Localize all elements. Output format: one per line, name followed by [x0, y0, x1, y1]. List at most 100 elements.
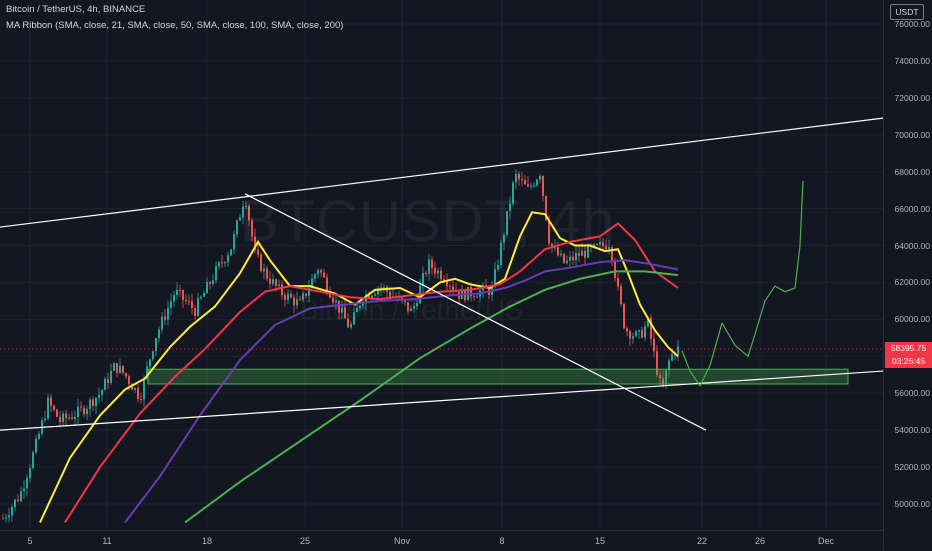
candle-body	[104, 378, 106, 390]
candle-body	[89, 399, 91, 409]
candle-body	[290, 293, 292, 298]
candle-body	[44, 418, 46, 421]
candle-body	[335, 300, 337, 303]
candle-body	[158, 329, 160, 339]
ma21-line	[39, 211, 679, 523]
candle-body	[416, 303, 418, 307]
candle-body	[350, 324, 352, 328]
candle-body	[131, 384, 133, 390]
candle-body	[617, 277, 619, 287]
candle-body	[278, 284, 280, 286]
candle-body	[401, 296, 403, 300]
symbol-title[interactable]: Bitcoin / TetherUS, 4h, BINANCE	[6, 4, 146, 15]
candle-body	[269, 278, 271, 284]
candle-body	[341, 307, 343, 313]
price-tick: 62000.00	[894, 277, 930, 288]
candle-body	[431, 259, 433, 269]
candle-body	[35, 438, 37, 453]
candle-body	[515, 173, 517, 183]
candle-body	[281, 284, 283, 296]
candle-body	[83, 407, 85, 415]
candle-body	[662, 378, 664, 387]
candle-body	[299, 299, 301, 301]
candle-body	[254, 236, 256, 250]
candle-body	[356, 307, 358, 313]
candle-body	[68, 417, 70, 419]
last-price-tag: 58395.75 03:26:45	[885, 342, 932, 368]
candle-body	[11, 506, 13, 516]
ma200-line	[184, 270, 679, 524]
time-label: 11	[102, 536, 112, 546]
price-axis[interactable]: 76000.00 74000.00 72000.00 70000.00 68000.00…	[883, 0, 932, 550]
candle-body	[509, 203, 511, 211]
candle-body	[518, 173, 520, 180]
candle-body	[470, 286, 472, 297]
candle-body	[533, 185, 535, 187]
candle-body	[440, 270, 442, 280]
candle-body	[95, 397, 97, 407]
candle-body	[554, 247, 556, 249]
candle-body	[206, 282, 208, 294]
lower-channel-line	[0, 370, 883, 431]
candle-body	[212, 280, 214, 284]
price-tick: 64000.00	[894, 240, 930, 251]
price-tick: 54000.00	[894, 425, 930, 436]
candle-body	[134, 387, 136, 390]
candle-body	[179, 289, 181, 291]
candle-body	[2, 518, 4, 520]
candle-body	[170, 301, 172, 308]
candle-body	[575, 252, 577, 261]
indicator-legend[interactable]: MA Ribbon (SMA, close, 21, SMA, close, 5…	[6, 20, 344, 31]
candle-body	[548, 220, 550, 244]
candle-body	[437, 270, 439, 274]
candle-body	[623, 304, 625, 329]
candle-body	[176, 289, 178, 296]
candle-body	[449, 285, 451, 287]
candle-body	[248, 206, 250, 221]
candle-body	[446, 281, 448, 286]
price-tick: 60000.00	[894, 314, 930, 325]
candle-body	[239, 217, 241, 221]
candle-body	[389, 291, 391, 297]
candle-body	[224, 262, 226, 264]
candle-body	[551, 243, 553, 248]
candle-body	[257, 249, 259, 255]
candle-body	[359, 305, 361, 308]
candle-body	[557, 247, 559, 256]
chart-area[interactable]: BTCUSDT, 4h Bitcoin / TetherUS Bitcoin /…	[0, 0, 883, 530]
candle-body	[647, 317, 649, 327]
candle-body	[614, 260, 616, 278]
time-label: 18	[201, 536, 213, 546]
ma100-line	[124, 259, 679, 524]
time-axis[interactable]: 5 11 18 25 Nov 8 15 22 26 Dec	[0, 530, 883, 551]
candle-body	[275, 279, 277, 286]
candle-body	[113, 363, 115, 371]
candle-body	[413, 306, 415, 309]
candle-body	[86, 408, 88, 415]
currency-button[interactable]: USDT	[890, 4, 924, 20]
candle-body	[14, 499, 16, 507]
candle-body	[476, 296, 478, 298]
candle-body	[140, 399, 142, 401]
price-chart[interactable]	[0, 0, 883, 530]
candle-body	[512, 182, 514, 204]
candle-body	[626, 328, 628, 332]
candle-body	[599, 242, 601, 245]
candle-body	[527, 184, 529, 187]
candle-body	[347, 318, 349, 328]
candle-body	[443, 279, 445, 282]
candle-body	[107, 378, 109, 383]
candle-body	[677, 346, 679, 355]
candle-body	[137, 387, 139, 400]
candle-body	[629, 331, 631, 339]
price-tick: 52000.00	[894, 462, 930, 473]
candle-body	[338, 300, 340, 313]
candle-body	[65, 413, 67, 419]
candle-body	[245, 206, 247, 208]
candle-body	[26, 478, 28, 489]
time-label: Dec	[817, 536, 835, 546]
candle-body	[203, 293, 205, 297]
candle-body	[317, 270, 319, 275]
candle-body	[344, 307, 346, 319]
candle-body	[632, 336, 634, 339]
